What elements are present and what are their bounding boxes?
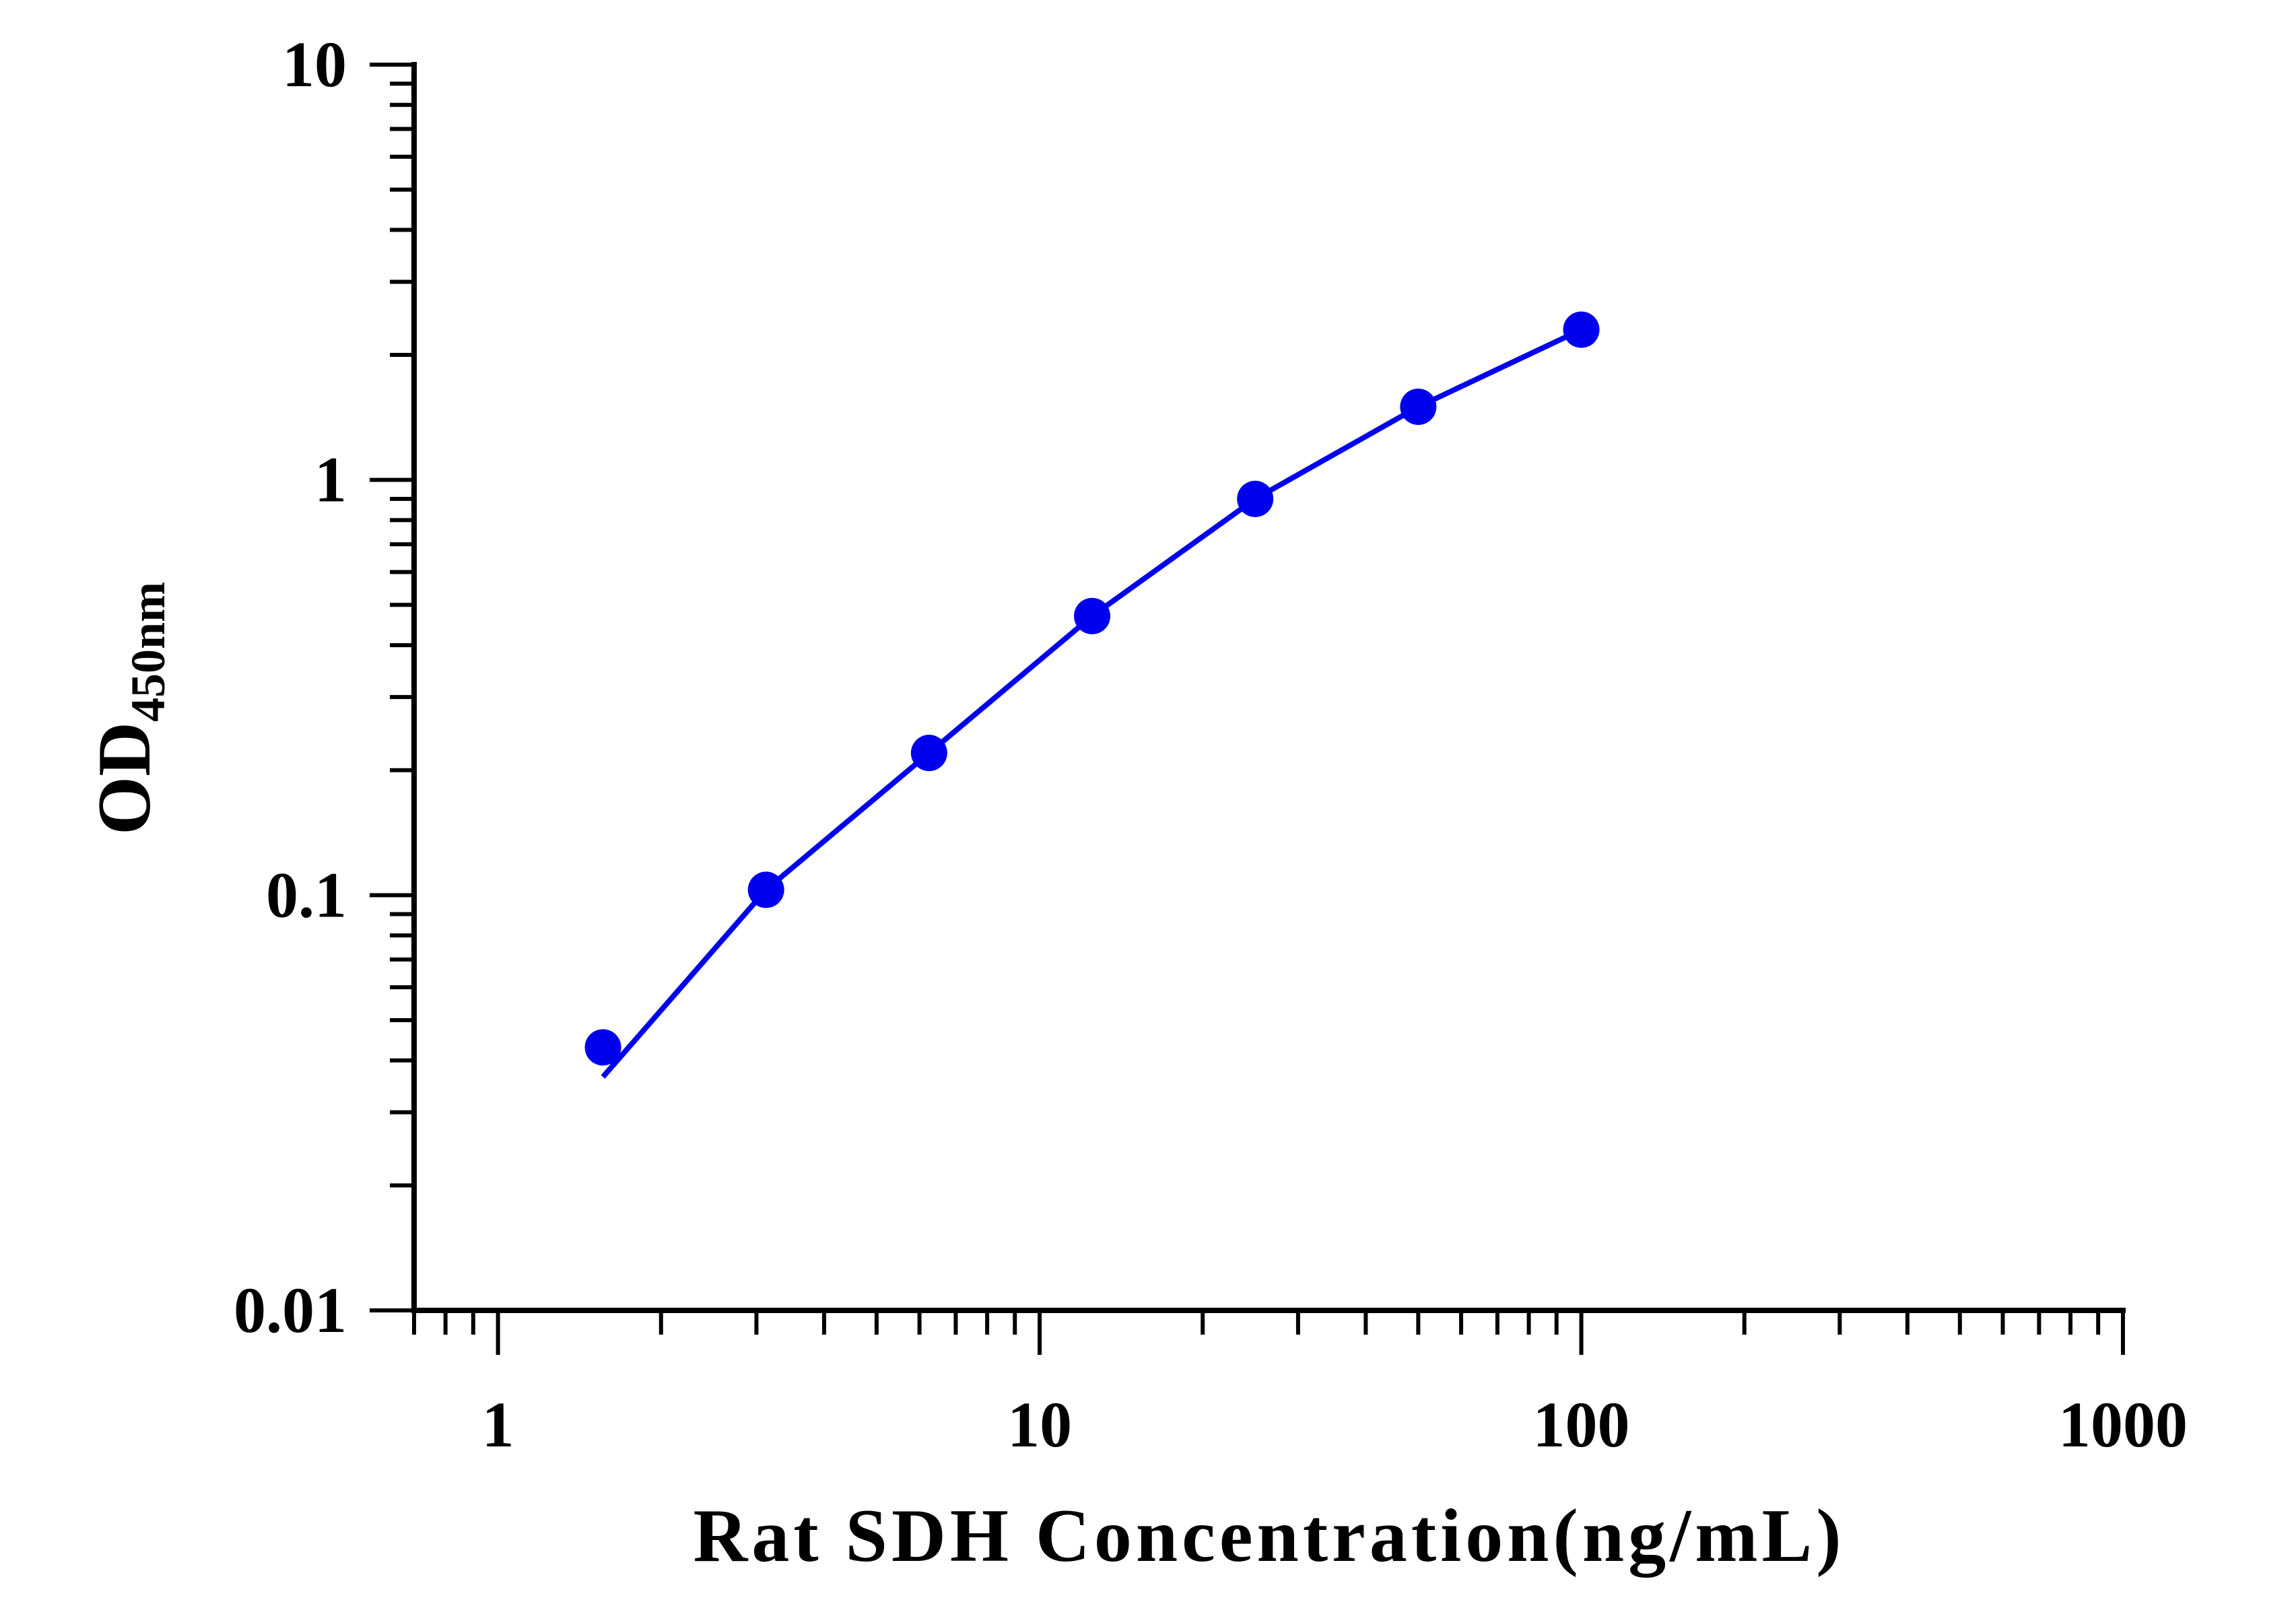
data-point: [910, 735, 947, 772]
y-axis-title-main: OD: [83, 722, 166, 835]
y-tick-label: 1: [314, 444, 347, 516]
y-tick-label: 0.01: [234, 1274, 347, 1346]
x-axis-tick-labels: 1 10 100 1000: [482, 1389, 2188, 1461]
y-tick-label: 0.1: [266, 859, 347, 931]
data-point: [747, 871, 784, 908]
x-axis-title: Rat SDH Concentration(ng/mL): [693, 1494, 1845, 1578]
y-axis-tick-labels: 0.01 0.1 1 10: [234, 28, 347, 1346]
x-tick-label: 100: [1533, 1389, 1630, 1461]
data-point: [584, 1029, 621, 1066]
axes: [411, 62, 2126, 1313]
data-point: [1074, 597, 1111, 634]
y-axis-title-subscript: 450nm: [121, 582, 175, 722]
data-point: [1237, 480, 1274, 517]
x-axis-ticks: [412, 1310, 2125, 1355]
data-point: [1400, 389, 1437, 426]
series-layer: [584, 311, 1600, 1079]
y-axis-title: OD450nm: [83, 582, 175, 835]
x-tick-label: 1: [482, 1389, 514, 1461]
x-tick-label: 1000: [2058, 1389, 2188, 1461]
x-tick-label: 10: [1007, 1389, 1072, 1461]
y-tick-label: 10: [282, 28, 347, 100]
fit-curve-line: [601, 327, 1583, 1079]
y-axis-ticks: [370, 63, 414, 1312]
data-point: [1563, 311, 1600, 348]
